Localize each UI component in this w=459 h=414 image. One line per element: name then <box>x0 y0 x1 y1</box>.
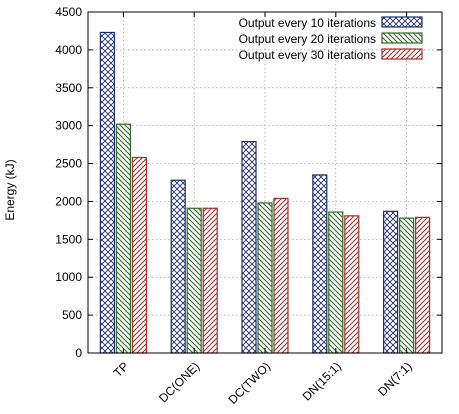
bar-2-2 <box>187 208 201 353</box>
legend-swatch <box>382 17 422 27</box>
y-tick-label: 2500 <box>55 157 82 171</box>
y-tick-label: 0 <box>75 346 82 360</box>
bar-3-5 <box>416 217 430 353</box>
legend-label: Output every 30 iterations <box>239 48 376 62</box>
legend-label: Output every 10 iterations <box>239 16 376 30</box>
x-tick-label: DN(15:1) <box>300 359 344 403</box>
y-tick-label: 500 <box>62 308 82 322</box>
bar-2-1 <box>116 124 130 353</box>
y-tick-label: 4000 <box>55 43 82 57</box>
y-tick-label: 4500 <box>55 5 82 19</box>
x-tick-label: DC(ONE) <box>156 359 202 405</box>
x-tick-label: DN(7:1) <box>375 359 415 399</box>
x-tick-label: TP <box>111 359 132 380</box>
bar-3-3 <box>274 198 288 353</box>
legend-label: Output every 20 iterations <box>239 32 376 46</box>
bar-2-5 <box>400 218 414 353</box>
y-tick-label: 3500 <box>55 81 82 95</box>
bar-1-1 <box>100 32 114 353</box>
bar-2-3 <box>258 203 272 353</box>
y-tick-label: 2000 <box>55 194 82 208</box>
bar-2-4 <box>329 212 343 353</box>
legend-swatch <box>382 33 422 43</box>
bar-3-4 <box>345 216 359 353</box>
bar-1-3 <box>242 142 256 353</box>
legend-swatch <box>382 49 422 59</box>
bar-1-4 <box>313 175 327 353</box>
y-tick-label: 1500 <box>55 232 82 246</box>
legend: Output every 10 iterations Output every 2… <box>239 16 422 62</box>
bar-1-2 <box>171 180 185 353</box>
bar-1-5 <box>384 211 398 353</box>
bar-3-1 <box>132 157 146 353</box>
y-axis-label: Energy (kJ) <box>3 159 17 220</box>
x-tick-label: DC(TWO) <box>226 359 274 407</box>
y-tick-label: 3000 <box>55 119 82 133</box>
bar-3-2 <box>203 208 217 353</box>
y-tick-label: 1000 <box>55 270 82 284</box>
